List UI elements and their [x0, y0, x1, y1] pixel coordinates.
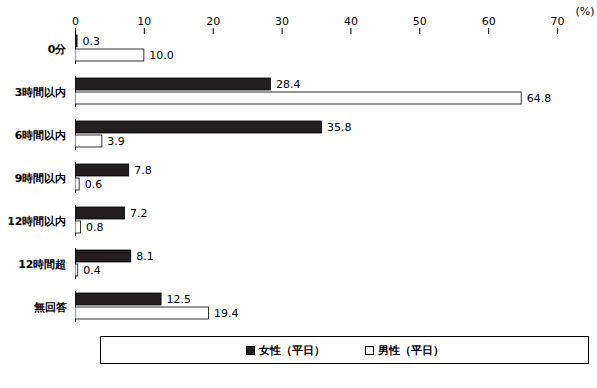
- svg-text:30: 30: [275, 15, 289, 28]
- svg-text:(%): (%): [575, 5, 594, 18]
- svg-text:12時間以内: 12時間以内: [7, 215, 66, 228]
- svg-text:35.8: 35.8: [327, 121, 352, 134]
- svg-text:0分: 0分: [48, 43, 68, 56]
- svg-text:7.8: 7.8: [134, 164, 152, 177]
- svg-text:3.9: 3.9: [107, 135, 125, 148]
- svg-text:50: 50: [413, 15, 427, 28]
- svg-text:3時間以内: 3時間以内: [15, 86, 67, 99]
- svg-text:7.2: 7.2: [130, 207, 148, 220]
- svg-text:8.1: 8.1: [136, 250, 154, 263]
- svg-text:64.8: 64.8: [527, 92, 552, 105]
- svg-text:0.8: 0.8: [86, 221, 104, 234]
- svg-text:10.0: 10.0: [149, 49, 174, 62]
- svg-text:40: 40: [344, 15, 358, 28]
- svg-text:12.5: 12.5: [167, 293, 192, 306]
- svg-text:無回答: 無回答: [33, 301, 68, 314]
- svg-text:60: 60: [482, 15, 496, 28]
- html-text:男性（平日）: 男性（平日）: [377, 343, 444, 357]
- svg-text:0: 0: [72, 15, 79, 28]
- svg-text:28.4: 28.4: [276, 78, 301, 91]
- svg-text:9時間以内: 9時間以内: [15, 172, 67, 185]
- svg-text:19.4: 19.4: [214, 307, 239, 320]
- html-text:女性（平日）: 女性（平日）: [258, 343, 325, 357]
- svg-text:0.4: 0.4: [83, 264, 101, 277]
- svg-text:0.6: 0.6: [85, 178, 103, 191]
- svg-text:70: 70: [551, 15, 565, 28]
- svg-text:6時間以内: 6時間以内: [15, 129, 67, 142]
- svg-text:10: 10: [137, 15, 151, 28]
- svg-text:12時間超: 12時間超: [18, 258, 66, 271]
- svg-text:0.3: 0.3: [83, 35, 101, 48]
- svg-text:20: 20: [206, 15, 220, 28]
